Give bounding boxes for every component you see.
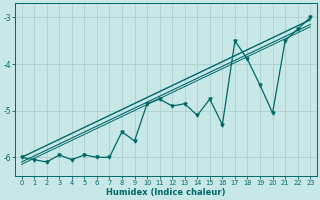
X-axis label: Humidex (Indice chaleur): Humidex (Indice chaleur)	[106, 188, 226, 197]
